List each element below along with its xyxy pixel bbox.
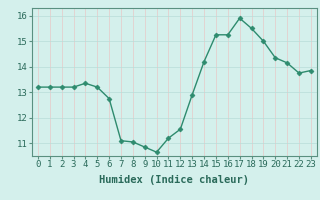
X-axis label: Humidex (Indice chaleur): Humidex (Indice chaleur) [100, 175, 249, 185]
